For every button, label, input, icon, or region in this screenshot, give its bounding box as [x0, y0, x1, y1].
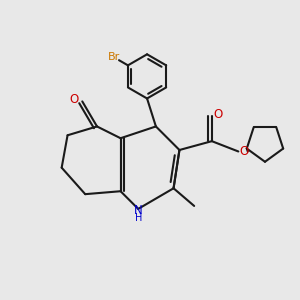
Text: H: H — [134, 213, 142, 223]
Text: N: N — [134, 204, 142, 217]
Text: O: O — [214, 108, 223, 121]
Text: O: O — [69, 93, 79, 106]
Text: O: O — [239, 145, 248, 158]
Text: Br: Br — [108, 52, 120, 62]
